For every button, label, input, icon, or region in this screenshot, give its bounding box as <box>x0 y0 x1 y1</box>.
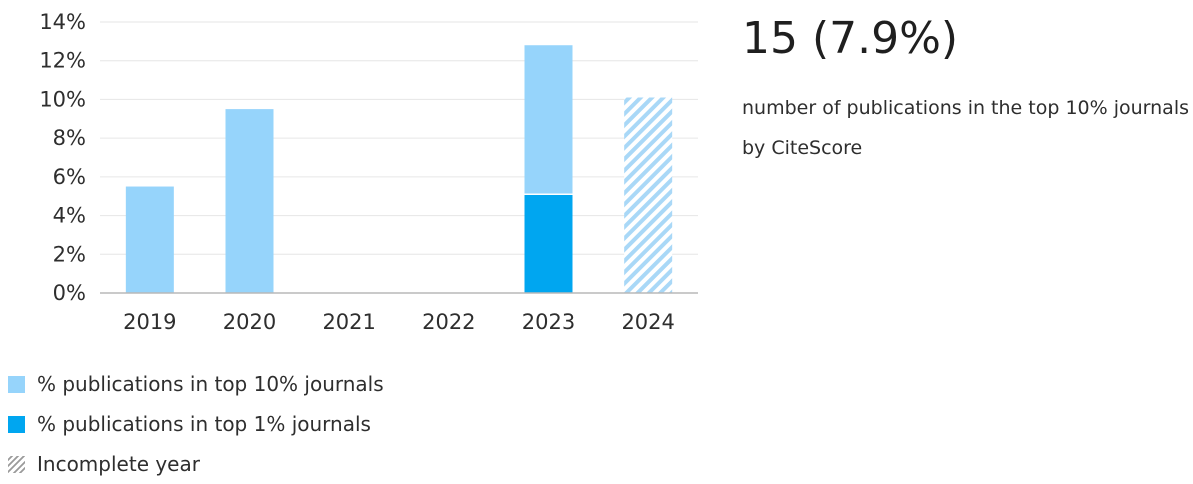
bar-top10-2020 <box>225 109 274 293</box>
top10-swatch-icon <box>8 375 25 393</box>
top1-swatch-icon <box>8 415 25 433</box>
y-tick-label: 6% <box>53 165 86 189</box>
bar-top10-2019 <box>125 186 174 293</box>
hatch-swatch-icon <box>8 455 25 473</box>
metric-description: number of publications in the top 10% jo… <box>742 97 1190 159</box>
y-tick-label: 10% <box>39 87 86 111</box>
metric-panel: 15 (7.9%) number of publications in the … <box>742 10 1189 168</box>
y-tick-labels: 0% 2% 4% 6% 8% 10% 12% 14% <box>39 10 86 305</box>
legend-item-top1: % publications in top 1% journals <box>8 404 384 444</box>
bar-top1-2023 <box>524 194 573 293</box>
x-tick-label: 2022 <box>422 310 475 334</box>
y-tick-label: 0% <box>53 281 86 305</box>
legend-label: Incomplete year <box>37 452 200 476</box>
x-tick-label: 2020 <box>223 310 276 334</box>
legend-label: % publications in top 1% journals <box>37 412 371 436</box>
bar-incomplete-2024 <box>624 97 673 293</box>
legend: % publications in top 10% journals % pub… <box>8 364 384 484</box>
y-tick-label: 2% <box>53 242 86 266</box>
y-tick-label: 12% <box>39 49 86 73</box>
x-tick-label: 2024 <box>621 310 674 334</box>
y-tick-label: 14% <box>39 10 86 34</box>
x-tick-labels: 2019 2020 2021 2022 2023 2024 <box>123 310 675 334</box>
y-tick-label: 8% <box>53 126 86 150</box>
x-tick-label: 2023 <box>522 310 575 334</box>
legend-item-incomplete: Incomplete year <box>8 444 384 484</box>
x-tick-label: 2019 <box>123 310 176 334</box>
legend-item-top10: % publications in top 10% journals <box>8 364 384 404</box>
legend-label: % publications in top 10% journals <box>37 372 384 396</box>
y-tick-label: 4% <box>53 204 86 228</box>
bar-chart: 0% 2% 4% 6% 8% 10% 12% 14% 2019 2020 2021 2022 2023… <box>39 10 698 334</box>
x-tick-label: 2021 <box>322 310 375 334</box>
bars <box>125 45 673 293</box>
metric-value: 15 (7.9%) <box>742 13 959 64</box>
gridlines <box>100 21 698 255</box>
